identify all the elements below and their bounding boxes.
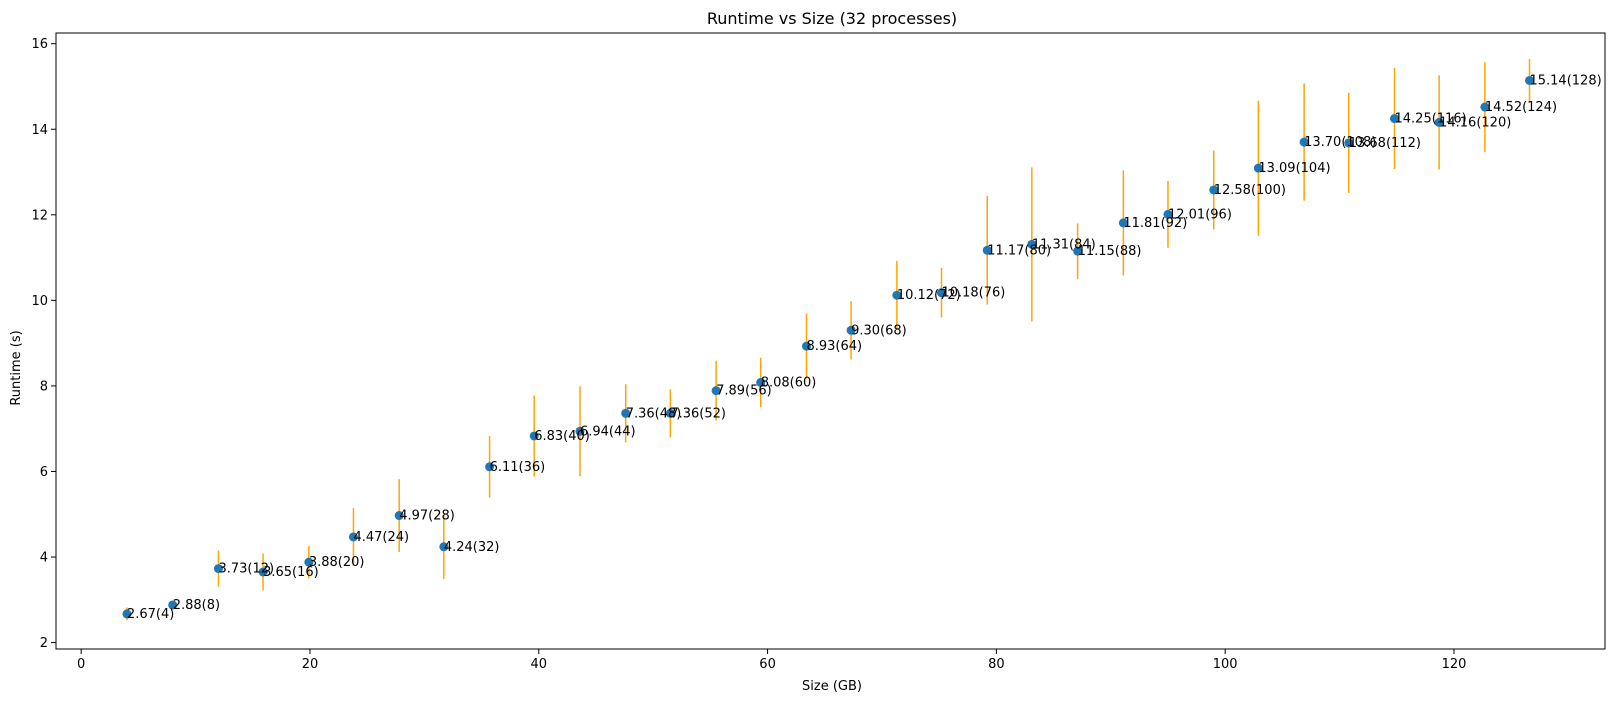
data-point [1073,246,1083,256]
data-label: 10.18(76) [941,286,1005,301]
data-point [529,431,539,441]
data-point [1390,114,1400,124]
x-tick-label: 100 [1213,657,1238,672]
data-point [1299,137,1309,147]
data-point [1344,138,1354,148]
data-label: 2.67(4) [127,607,174,622]
data-point [936,288,946,298]
data-label: 11.31(84) [1032,237,1096,252]
data-label: 14.25(116) [1395,112,1467,127]
data-label: 11.15(88) [1078,244,1142,259]
x-tick-label: 60 [759,657,776,672]
y-tick-label: 2 [40,636,48,651]
y-tick-label: 14 [31,123,48,138]
data-label: 14.16(120) [1439,115,1511,130]
data-point [122,609,132,619]
data-label: 4.24(32) [444,540,500,555]
data-label: 3.73(12) [218,562,274,577]
data-label: 13.68(112) [1349,136,1421,151]
data-label: 7.36(48) [626,406,682,421]
y-tick-label: 8 [40,379,48,394]
data-label: 3.65(16) [263,565,319,580]
data-point [213,564,223,574]
x-tick-label: 80 [988,657,1005,672]
data-label: 2.88(8) [173,598,220,613]
data-point [348,532,358,542]
data-point [304,557,314,567]
x-tick-label: 20 [302,657,319,672]
data-label: 11.81(92) [1123,216,1187,231]
axes-frame [55,32,1606,650]
data-point [485,462,495,472]
x-tick-label: 120 [1442,657,1467,672]
data-label: 12.01(96) [1168,207,1232,222]
data-point [801,341,811,351]
data-label: 7.36(52) [670,406,726,421]
data-point [258,567,268,577]
y-tick-label: 6 [40,465,48,480]
data-point [394,511,404,521]
data-point [1163,209,1173,219]
x-axis: 0 20 40 60 80 100 120 [77,649,1466,672]
y-tick-label: 12 [31,208,48,223]
data-label: 6.94(44) [580,424,636,439]
x-axis-label: Size (GB) [802,679,862,694]
data-point [1434,117,1444,127]
data-label: 9.30(68) [851,323,907,338]
data-point [711,386,721,396]
data-point [1027,239,1037,249]
data-point [756,377,766,387]
y-tick-label: 4 [40,551,48,566]
data-point [982,245,992,255]
data-label: 8.08(60) [761,375,817,390]
data-label: 12.58(100) [1214,183,1286,198]
data-point [1118,218,1128,228]
data-point [1253,163,1263,173]
data-point [168,600,178,610]
data-point [1524,75,1534,85]
data-point [1480,102,1490,112]
data-label: 13.70(108) [1304,135,1376,150]
data-point [846,325,856,335]
data-label: 6.83(40) [534,429,590,444]
data-label: 4.47(24) [353,530,409,545]
y-tick-label: 10 [31,294,48,309]
data-label: 15.14(128) [1529,73,1601,88]
data-point [665,408,675,418]
data-point [575,426,585,436]
data-label: 7.89(56) [716,384,772,399]
data-point [439,542,449,552]
x-tick-label: 40 [531,657,548,672]
chart-title: Runtime vs Size (32 processes) [707,9,957,28]
data-label: 11.17(80) [987,243,1051,258]
data-point [1209,185,1219,195]
y-axis-label: Runtime (s) [9,330,24,405]
data-label: 14.52(124) [1485,100,1557,115]
data-point [892,290,902,300]
data-label: 3.88(20) [309,555,365,570]
data-label: 10.12(72) [897,288,961,303]
y-axis: 2 4 6 8 10 12 14 16 [31,37,56,651]
data-label: 13.09(104) [1258,161,1330,176]
data-label: 6.11(36) [490,460,546,475]
data-label: 8.93(64) [806,339,862,354]
y-tick-label: 16 [31,37,48,52]
x-tick-label: 0 [77,657,85,672]
plot-area: 2.67(4)2.88(8) 3.73(12)3.65(16)3.88(20) 4.… [122,59,1602,622]
data-label: 4.97(28) [399,509,455,524]
data-point [621,408,631,418]
